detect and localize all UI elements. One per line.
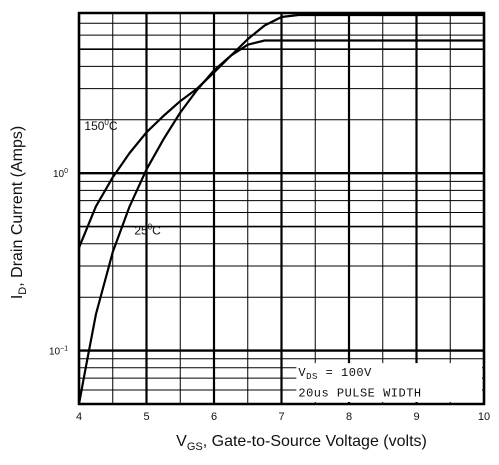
- series-label-150c: 1500C: [84, 118, 117, 133]
- annotation-box: VDS = 100V 20us PULSE WIDTH: [296, 363, 482, 402]
- annotation-vds: VDS = 100V: [298, 366, 372, 382]
- series-line-25c: [77, 39, 484, 405]
- x-tick-label: 8: [346, 411, 352, 423]
- x-tick-label: 9: [413, 411, 419, 423]
- x-tick-label: 5: [143, 411, 149, 423]
- x-tick-label: 10: [478, 411, 490, 423]
- x-axis-title: VGS, Gate-to-Source Voltage (volts): [176, 433, 427, 453]
- y-tick-label-0-1: 10−1: [49, 346, 68, 358]
- y-axis-title: ID, Drain Current (Amps): [9, 126, 29, 299]
- x-tick-label: 4: [76, 411, 82, 423]
- plot-frame: [77, 11, 486, 406]
- series-line-150c: [77, 13, 484, 249]
- series-label-25c: 250C: [134, 223, 161, 238]
- x-tick-label: 7: [278, 411, 284, 423]
- annotation-pulse-width: 20us PULSE WIDTH: [298, 387, 421, 401]
- x-tick-label: 6: [211, 411, 217, 423]
- y-tick-label-1: 100: [53, 168, 68, 180]
- curves: [77, 13, 484, 405]
- x-tick-labels: 4 5 6 7 8 9 10: [76, 411, 490, 423]
- grid: [77, 12, 486, 405]
